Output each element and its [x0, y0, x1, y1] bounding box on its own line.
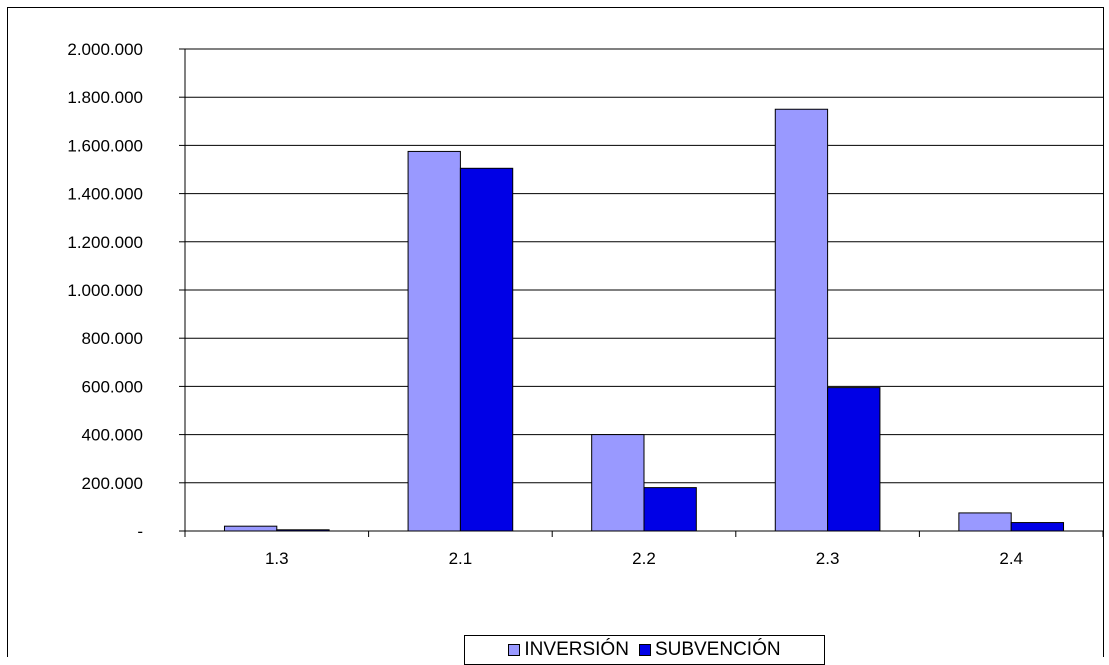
y-tick-label: 800.000: [82, 329, 143, 348]
x-tick-label: 2.2: [632, 549, 656, 568]
bar-inversion: [591, 434, 645, 532]
x-tick-label: 1.3: [265, 549, 289, 568]
legend-swatch-subvencion: [638, 644, 651, 656]
legend-item-inversion: INVERSIÓN: [508, 639, 629, 661]
chart-frame: [7, 7, 1104, 657]
bar-subvencion: [459, 167, 514, 532]
y-tick-label: 2.000.000: [67, 40, 143, 59]
bar-subvencion: [643, 487, 697, 532]
x-tick-label: 2.4: [999, 549, 1023, 568]
bar-inversion: [407, 150, 461, 532]
bar-chart: - 200.000 400.000 600.000 800.000 1.000.000 1.…: [67, 40, 1104, 568]
legend-label-subvencion: SUBVENCIÓN: [654, 639, 781, 660]
bar-subvencion: [1010, 522, 1065, 532]
legend: INVERSIÓN SUBVENCIÓN: [464, 635, 825, 665]
bar-subvencion: [827, 387, 881, 532]
legend-item-subvencion: SUBVENCIÓN: [638, 639, 781, 661]
x-tick-label: 2.3: [816, 549, 840, 568]
y-tick-label: 1.800.000: [67, 88, 143, 107]
gridlines: [185, 48, 1103, 484]
y-tick-label: 200.000: [82, 474, 143, 493]
legend-swatch-inversion: [508, 644, 521, 656]
bar-inversion: [223, 525, 278, 532]
bars: [223, 108, 1065, 532]
y-tick-label: 1.000.000: [67, 281, 143, 300]
y-tick-label: 1.600.000: [67, 136, 143, 155]
y-tick-label: 1.200.000: [67, 233, 143, 252]
y-tick-label: -: [137, 522, 143, 541]
y-tick-labels: - 200.000 400.000 600.000 800.000 1.000.000 1.…: [67, 40, 143, 541]
y-tick-label: 1.400.000: [67, 185, 143, 204]
bar-subvencion: [276, 529, 330, 532]
x-tick-labels: 1.3 2.1 2.2 2.3 2.4: [265, 549, 1023, 568]
y-tick-label: 400.000: [82, 426, 143, 445]
bar-inversion: [774, 108, 829, 532]
x-tick-label: 2.1: [449, 549, 473, 568]
y-tick-label: 600.000: [82, 377, 143, 396]
bar-inversion: [958, 512, 1012, 532]
legend-label-inversion: INVERSIÓN: [524, 639, 629, 660]
